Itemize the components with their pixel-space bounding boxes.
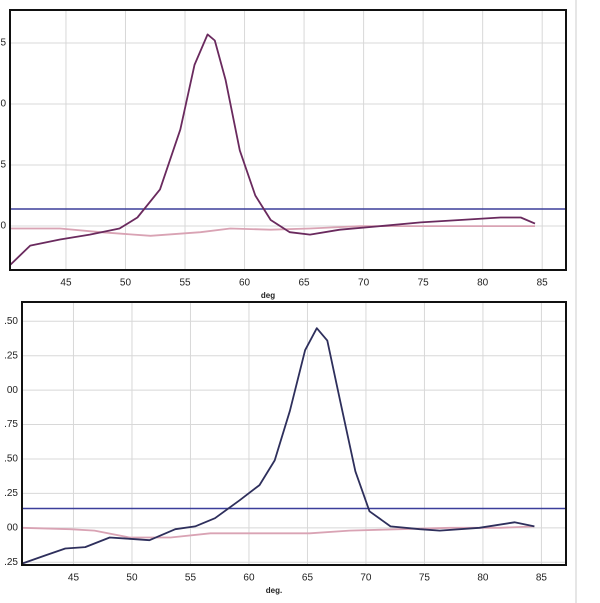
x-tick-label: 60 [243, 573, 255, 584]
plot-border [9, 9, 567, 271]
x-tick-label: 65 [302, 573, 314, 584]
y-tick-label: .50 [4, 316, 18, 327]
y-tick-label: 0 [0, 221, 6, 232]
x-tick-label: 75 [419, 573, 431, 584]
x-tick-label: 55 [179, 278, 191, 289]
y-tick-label: .50 [4, 454, 18, 465]
x-axis-label: deg. [266, 586, 282, 595]
x-tick-label: 85 [537, 278, 549, 289]
plot-border [21, 301, 567, 566]
x-tick-label: 65 [299, 278, 311, 289]
x-tick-label: 45 [60, 278, 72, 289]
x-tick-label: 85 [536, 573, 548, 584]
series-line [21, 525, 535, 539]
x-tick-label: 45 [68, 573, 80, 584]
x-tick-label: 70 [358, 278, 370, 289]
y-tick-label: .25 [4, 350, 18, 361]
x-tick-label: 55 [185, 573, 197, 584]
y-tick-label: 00 [7, 522, 19, 533]
y-tick-label: .25 [4, 557, 18, 568]
x-tick-label: 60 [239, 278, 251, 289]
x-tick-label: 75 [418, 278, 430, 289]
y-tick-label: 00 [7, 385, 19, 396]
x-tick-label: 80 [477, 573, 489, 584]
y-tick-label: 5 [0, 38, 6, 49]
plot-area [22, 302, 566, 565]
y-tick-label: 5 [0, 160, 6, 171]
x-tick-label: 70 [360, 573, 372, 584]
series-line [21, 327, 535, 565]
series-line [9, 33, 536, 266]
y-tick-label: 0 [0, 99, 6, 110]
x-axis-label: deg [261, 291, 275, 300]
y-tick-label: .25 [4, 488, 18, 499]
series-line [10, 225, 535, 237]
x-tick-label: 50 [120, 278, 132, 289]
x-tick-label: 80 [477, 278, 489, 289]
y-tick-label: .75 [4, 419, 18, 430]
x-tick-label: 50 [126, 573, 138, 584]
